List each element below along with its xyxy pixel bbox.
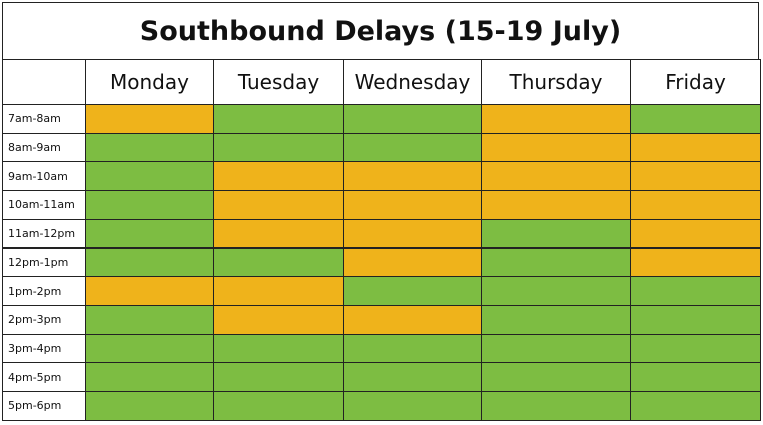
delay-cell-5pm-6pm-wednesday bbox=[343, 391, 482, 421]
delay-cell-9am-10am-friday bbox=[630, 161, 761, 192]
chart-title: Southbound Delays (15-19 July) bbox=[2, 2, 759, 60]
row-label-9am-10am: 9am-10am bbox=[2, 161, 86, 192]
delay-cell-3pm-4pm-tuesday bbox=[213, 333, 344, 364]
delay-cell-4pm-5pm-tuesday bbox=[213, 362, 344, 392]
delay-cell-10am-11am-thursday bbox=[481, 190, 631, 220]
delay-cell-10am-11am-wednesday bbox=[343, 190, 482, 220]
delay-cell-1pm-2pm-friday bbox=[630, 276, 761, 306]
row-label-4pm-5pm: 4pm-5pm bbox=[2, 362, 86, 392]
delay-cell-12pm-1pm-monday bbox=[85, 247, 214, 278]
delay-cell-8am-9am-friday bbox=[630, 132, 761, 163]
delay-cell-4pm-5pm-friday bbox=[630, 362, 761, 392]
delay-cell-9am-10am-wednesday bbox=[343, 161, 482, 192]
delay-cell-4pm-5pm-monday bbox=[85, 362, 214, 392]
delay-cell-11am-12pm-friday bbox=[630, 218, 761, 249]
delay-cell-2pm-3pm-thursday bbox=[481, 304, 631, 335]
row-label-10am-11am: 10am-11am bbox=[2, 190, 86, 220]
row-label-3pm-4pm: 3pm-4pm bbox=[2, 333, 86, 364]
delay-cell-1pm-2pm-thursday bbox=[481, 276, 631, 306]
row-label-8am-9am: 8am-9am bbox=[2, 132, 86, 163]
delay-cell-10am-11am-tuesday bbox=[213, 190, 344, 220]
delay-cell-10am-11am-monday bbox=[85, 190, 214, 220]
column-header-tuesday: Tuesday bbox=[213, 59, 344, 105]
delay-cell-1pm-2pm-monday bbox=[85, 276, 214, 306]
row-label-7am-8am: 7am-8am bbox=[2, 104, 86, 134]
delay-cell-3pm-4pm-wednesday bbox=[343, 333, 482, 364]
delay-cell-8am-9am-monday bbox=[85, 132, 214, 163]
delay-cell-8am-9am-tuesday bbox=[213, 132, 344, 163]
delay-cell-7am-8am-friday bbox=[630, 104, 761, 134]
row-label-1pm-2pm: 1pm-2pm bbox=[2, 276, 86, 306]
delay-cell-2pm-3pm-wednesday bbox=[343, 304, 482, 335]
delay-cell-1pm-2pm-tuesday bbox=[213, 276, 344, 306]
delay-cell-12pm-1pm-tuesday bbox=[213, 247, 344, 278]
row-label-2pm-3pm: 2pm-3pm bbox=[2, 304, 86, 335]
row-label-5pm-6pm: 5pm-6pm bbox=[2, 391, 86, 421]
delay-cell-5pm-6pm-thursday bbox=[481, 391, 631, 421]
delay-cell-5pm-6pm-monday bbox=[85, 391, 214, 421]
delay-cell-7am-8am-monday bbox=[85, 104, 214, 134]
delay-cell-2pm-3pm-friday bbox=[630, 304, 761, 335]
delay-cell-11am-12pm-thursday bbox=[481, 218, 631, 249]
delay-cell-11am-12pm-wednesday bbox=[343, 218, 482, 249]
delay-cell-12pm-1pm-thursday bbox=[481, 247, 631, 278]
delay-cell-10am-11am-friday bbox=[630, 190, 761, 220]
delay-cell-12pm-1pm-friday bbox=[630, 247, 761, 278]
delay-cell-5pm-6pm-tuesday bbox=[213, 391, 344, 421]
delay-cell-5pm-6pm-friday bbox=[630, 391, 761, 421]
column-header-thursday: Thursday bbox=[481, 59, 631, 105]
column-header-friday: Friday bbox=[630, 59, 761, 105]
delay-cell-4pm-5pm-wednesday bbox=[343, 362, 482, 392]
column-header-monday: Monday bbox=[85, 59, 214, 105]
delay-cell-7am-8am-thursday bbox=[481, 104, 631, 134]
column-header-wednesday: Wednesday bbox=[343, 59, 482, 105]
delay-cell-9am-10am-tuesday bbox=[213, 161, 344, 192]
delay-cell-8am-9am-thursday bbox=[481, 132, 631, 163]
delay-cell-11am-12pm-tuesday bbox=[213, 218, 344, 249]
delay-cell-3pm-4pm-thursday bbox=[481, 333, 631, 364]
row-label-12pm-1pm: 12pm-1pm bbox=[2, 247, 86, 278]
delay-cell-2pm-3pm-monday bbox=[85, 304, 214, 335]
delay-cell-2pm-3pm-tuesday bbox=[213, 304, 344, 335]
delay-cell-11am-12pm-monday bbox=[85, 218, 214, 249]
delay-cell-3pm-4pm-monday bbox=[85, 333, 214, 364]
delay-cell-12pm-1pm-wednesday bbox=[343, 247, 482, 278]
row-label-11am-12pm: 11am-12pm bbox=[2, 218, 86, 249]
delay-cell-7am-8am-wednesday bbox=[343, 104, 482, 134]
delay-cell-9am-10am-monday bbox=[85, 161, 214, 192]
delay-cell-1pm-2pm-wednesday bbox=[343, 276, 482, 306]
delay-cell-8am-9am-wednesday bbox=[343, 132, 482, 163]
corner-cell bbox=[2, 59, 86, 105]
delay-cell-9am-10am-thursday bbox=[481, 161, 631, 192]
delay-cell-4pm-5pm-thursday bbox=[481, 362, 631, 392]
delay-cell-7am-8am-tuesday bbox=[213, 104, 344, 134]
delay-cell-3pm-4pm-friday bbox=[630, 333, 761, 364]
